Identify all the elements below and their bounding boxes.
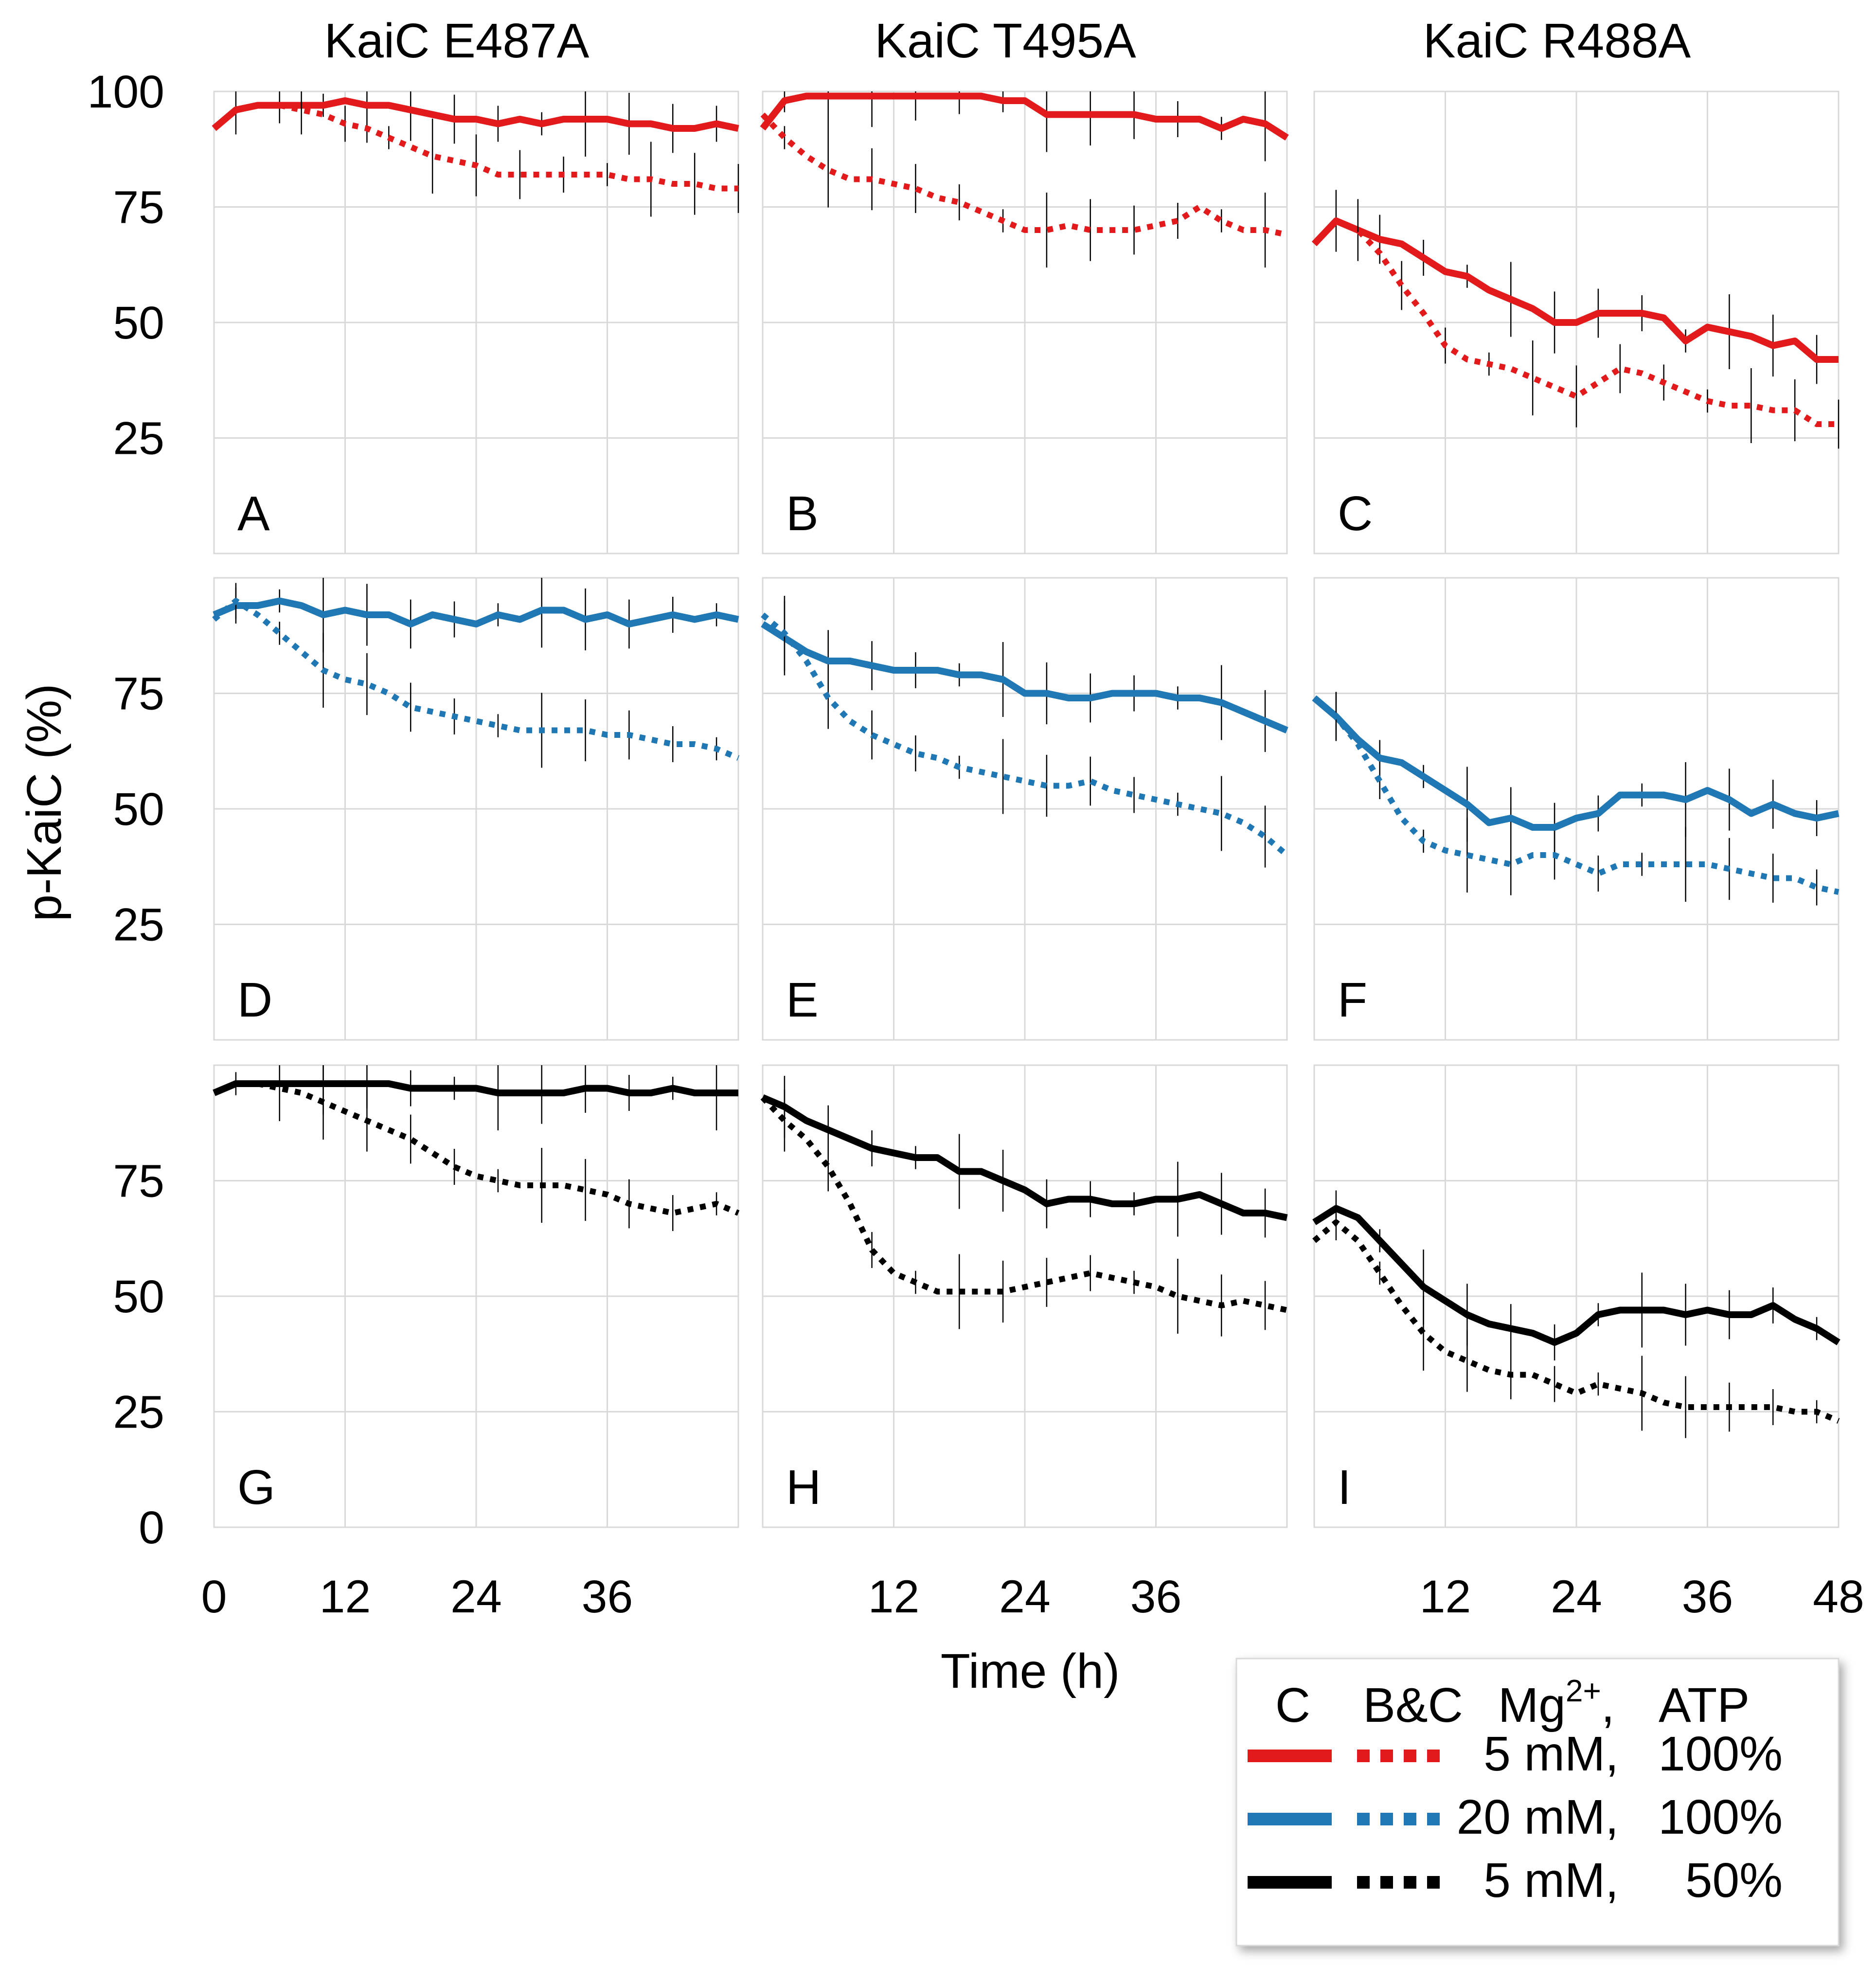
column-title: KaiC T495A [875, 14, 1136, 68]
legend-atp-value: 100% [1658, 1727, 1783, 1781]
series-line-c [1312, 695, 1840, 831]
legend-mg-value: 5 mM, [1483, 1727, 1619, 1781]
error-bars-bc [235, 583, 717, 768]
panel-a: A [212, 90, 739, 554]
axis-annotations: KaiC E487A 0 12 24 36 KaiC T495A 12 24 36 KaiC R4… [87, 14, 1864, 1623]
x-tick-label: 24 [1551, 1571, 1602, 1623]
error-bars-bc [784, 1090, 1266, 1337]
series-line-c [213, 597, 739, 627]
series-line-c [760, 92, 1289, 141]
series-line-c [1312, 1205, 1840, 1346]
y-tick-label: 25 [113, 1387, 164, 1438]
panel-i: I [1312, 1064, 1840, 1528]
legend-atp-value: 50% [1685, 1853, 1783, 1908]
x-tick-label: 12 [320, 1571, 371, 1623]
legend-mg-comma: , [1601, 1678, 1615, 1733]
legend: C B&C Mg2+, ATP 5 mM, 100%20 mM, 100%5 mM,… [1235, 1658, 1840, 1947]
series-line-bc [760, 112, 1288, 238]
x-tick-label: 36 [1130, 1571, 1182, 1623]
legend-mg-value: 5 mM, [1483, 1853, 1619, 1908]
series-line-c [1311, 217, 1839, 363]
x-tick-label: 36 [582, 1571, 633, 1623]
error-bars-bc [301, 91, 739, 217]
series-line-c [761, 1094, 1288, 1221]
y-tick-label: 75 [113, 668, 164, 720]
panel-label: G [237, 1460, 275, 1515]
panel-grid: A B C D E F G H I [212, 90, 1840, 1528]
x-tick-label: 24 [999, 1571, 1051, 1623]
y-tick-label: 25 [113, 413, 164, 464]
panel-e: E [761, 577, 1289, 1041]
panel-label: H [786, 1460, 821, 1515]
legend-header-mg: Mg2+, [1498, 1673, 1615, 1733]
panel-b: B [760, 90, 1289, 554]
series-line-bc [1312, 696, 1840, 895]
panel-label: F [1338, 973, 1367, 1027]
y-tick-label: 0 [139, 1502, 164, 1554]
series-line-bc [279, 102, 738, 192]
x-tick-label: 12 [868, 1571, 920, 1623]
y-tick-label: 50 [113, 1271, 164, 1322]
legend-header-c: C [1275, 1678, 1310, 1733]
y-tick-label: 75 [113, 1156, 164, 1207]
series-line-c [213, 1080, 738, 1096]
panel-f: F [1312, 577, 1840, 1041]
legend-header-bc: B&C [1363, 1678, 1463, 1733]
x-tick-label: 12 [1420, 1571, 1471, 1623]
panel-label: D [237, 973, 272, 1027]
panel-h: H [760, 1064, 1288, 1528]
panel-d: D [212, 577, 740, 1041]
y-tick-label: 100 [87, 66, 164, 118]
panel-g: G [213, 1064, 740, 1528]
x-tick-label: 24 [450, 1571, 502, 1623]
series-line-bc [760, 1095, 1288, 1313]
y-tick-label: 50 [113, 784, 164, 835]
legend-atp-value: 100% [1658, 1790, 1783, 1844]
column-title: KaiC E487A [324, 14, 590, 68]
legend-mg-value: 20 mM, [1457, 1790, 1619, 1844]
legend-header-atp: ATP [1659, 1678, 1750, 1733]
legend-box [1235, 1658, 1840, 1947]
y-tick-label: 50 [113, 297, 164, 349]
y-tick-label: 75 [113, 182, 164, 233]
x-tick-label: 36 [1682, 1571, 1733, 1623]
panel-c: C [1311, 90, 1840, 554]
panel-label: B [786, 486, 819, 541]
legend-mg-superscript: 2+ [1566, 1673, 1601, 1708]
panel-label: A [237, 486, 270, 541]
x-tick-label: 48 [1813, 1571, 1864, 1623]
y-tick-label: 25 [113, 899, 164, 951]
series-line-c [761, 621, 1288, 733]
y-axis-label: p-KaiC (%) [17, 684, 71, 922]
legend-rows: 5 mM, 100% 20 mM, 100% 5 mM, 50% [1248, 1727, 1783, 1908]
panel-label: E [786, 973, 819, 1027]
column-title: KaiC R488A [1423, 14, 1691, 68]
x-axis-label: Time (h) [941, 1644, 1120, 1698]
x-tick-label: 0 [201, 1571, 227, 1623]
panel-label: C [1338, 486, 1373, 541]
panel-label: I [1338, 1460, 1351, 1515]
legend-mg-text: Mg [1498, 1678, 1566, 1733]
